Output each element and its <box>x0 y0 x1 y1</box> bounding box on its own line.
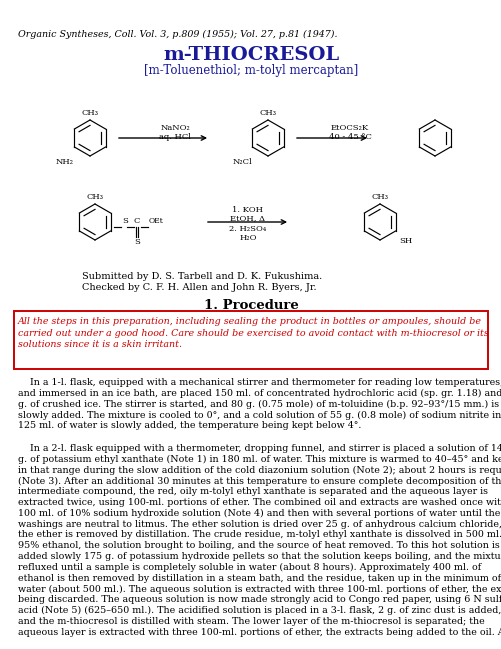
Text: solutions since it is a skin irritant.: solutions since it is a skin irritant. <box>18 340 182 349</box>
Text: CH₃: CH₃ <box>86 193 103 201</box>
Text: the ether is removed by distillation. The crude residue, m-tolyl ethyl xanthate : the ether is removed by distillation. Th… <box>18 530 501 539</box>
Text: In a 1-l. flask, equipped with a mechanical stirrer and thermometer for reading : In a 1-l. flask, equipped with a mechani… <box>18 378 501 387</box>
Text: 1. Procedure: 1. Procedure <box>203 299 298 312</box>
Text: NH₂: NH₂ <box>56 158 74 166</box>
Text: added slowly 175 g. of potassium hydroxide pellets so that the solution keeps bo: added slowly 175 g. of potassium hydroxi… <box>18 552 501 561</box>
Text: ethanol is then removed by distillation in a steam bath, and the residue, taken : ethanol is then removed by distillation … <box>18 574 500 583</box>
Text: and immersed in an ice bath, are placed 150 ml. of concentrated hydrochloric aci: and immersed in an ice bath, are placed … <box>18 389 501 398</box>
Text: S: S <box>122 217 128 225</box>
Text: Submitted by D. S. Tarbell and D. K. Fukushima.: Submitted by D. S. Tarbell and D. K. Fuk… <box>82 272 322 281</box>
Text: H₂O: H₂O <box>239 234 256 242</box>
Text: g. of potassium ethyl xanthate (Note 1) in 180 ml. of water. This mixture is war: g. of potassium ethyl xanthate (Note 1) … <box>18 455 501 464</box>
Text: Organic Syntheses, Coll. Vol. 3, p.809 (1955); Vol. 27, p.81 (1947).: Organic Syntheses, Coll. Vol. 3, p.809 (… <box>18 30 337 39</box>
Text: All the steps in this preparation, including sealing the product in bottles or a: All the steps in this preparation, inclu… <box>18 317 481 326</box>
Text: 125 ml. of water is slowly added, the temperature being kept below 4°.: 125 ml. of water is slowly added, the te… <box>18 421 361 430</box>
Text: N₂Cl: N₂Cl <box>232 158 252 166</box>
Text: SH: SH <box>398 237 411 245</box>
Text: NaNO₂: NaNO₂ <box>160 124 189 132</box>
Text: intermediate compound, the red, oily m-tolyl ethyl xanthate is separated and the: intermediate compound, the red, oily m-t… <box>18 487 487 496</box>
Text: extracted twice, using 100-ml. portions of ether. The combined oil and extracts : extracted twice, using 100-ml. portions … <box>18 498 501 507</box>
Text: OEt: OEt <box>149 217 163 225</box>
Text: aqueous layer is extracted with three 100-ml. portions of ether, the extracts be: aqueous layer is extracted with three 10… <box>18 628 501 637</box>
Text: 2. H₂SO₄: 2. H₂SO₄ <box>229 225 266 233</box>
Text: acid (Note 5) (625–650 ml.). The acidified solution is placed in a 3-l. flask, 2: acid (Note 5) (625–650 ml.). The acidifi… <box>18 606 500 615</box>
Text: (Note 3). After an additional 30 minutes at this temperature to ensure complete : (Note 3). After an additional 30 minutes… <box>18 476 501 485</box>
Text: and the m-thiocresol is distilled with steam. The lower layer of the m-thiocreso: and the m-thiocresol is distilled with s… <box>18 617 484 626</box>
Text: Checked by C. F. H. Allen and John R. Byers, Jr.: Checked by C. F. H. Allen and John R. By… <box>82 283 316 292</box>
Text: being discarded. The aqueous solution is now made strongly acid to Congo red pap: being discarded. The aqueous solution is… <box>18 595 501 604</box>
Text: slowly added. The mixture is cooled to 0°, and a cold solution of 55 g. (0.8 mol: slowly added. The mixture is cooled to 0… <box>18 410 500 419</box>
Text: water (about 500 ml.). The aqueous solution is extracted with three 100-ml. port: water (about 500 ml.). The aqueous solut… <box>18 584 501 594</box>
Text: CH₃: CH₃ <box>371 193 388 201</box>
Text: EtOCS₂K: EtOCS₂K <box>330 124 368 132</box>
Text: m-THIOCRESOL: m-THIOCRESOL <box>163 46 338 64</box>
Text: in that range during the slow addition of the cold diazonium solution (Note 2); : in that range during the slow addition o… <box>18 465 501 474</box>
Text: carried out under a good hood. Care should be exercised to avoid contact with m-: carried out under a good hood. Care shou… <box>18 328 488 337</box>
Text: CH₃: CH₃ <box>259 109 276 117</box>
Text: EtOH, Δ: EtOH, Δ <box>230 214 265 222</box>
Text: 40 - 45 °C: 40 - 45 °C <box>328 133 371 141</box>
Text: washings are neutral to litmus. The ether solution is dried over 25 g. of anhydr: washings are neutral to litmus. The ethe… <box>18 520 501 528</box>
Text: C: C <box>134 217 140 225</box>
Text: g. of crushed ice. The stirrer is started, and 80 g. (0.75 mole) of m-toluidine : g. of crushed ice. The stirrer is starte… <box>18 400 498 409</box>
Text: aq. HCl: aq. HCl <box>159 133 190 141</box>
Text: refluxed until a sample is completely soluble in water (about 8 hours). Approxim: refluxed until a sample is completely so… <box>18 563 480 572</box>
Text: [m-Toluenethiol; m-tolyl mercaptan]: [m-Toluenethiol; m-tolyl mercaptan] <box>144 64 357 77</box>
Text: S: S <box>134 238 140 246</box>
Text: 1. KOH: 1. KOH <box>232 206 263 214</box>
Text: CH₃: CH₃ <box>81 109 98 117</box>
Text: 100 ml. of 10% sodium hydroxide solution (Note 4) and then with several portions: 100 ml. of 10% sodium hydroxide solution… <box>18 509 499 518</box>
Text: In a 2-l. flask equipped with a thermometer, dropping funnel, and stirrer is pla: In a 2-l. flask equipped with a thermome… <box>18 444 501 453</box>
Text: 95% ethanol, the solution brought to boiling, and the source of heat removed. To: 95% ethanol, the solution brought to boi… <box>18 541 499 550</box>
Bar <box>14 311 487 369</box>
